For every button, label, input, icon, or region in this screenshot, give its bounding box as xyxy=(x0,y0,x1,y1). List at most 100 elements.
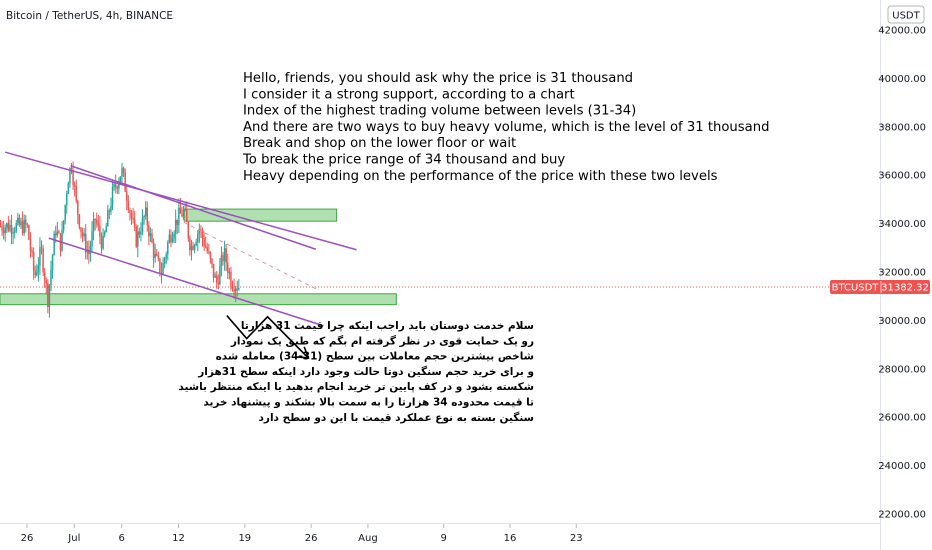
english-note-line: And there are two ways to buy heavy volu… xyxy=(243,120,769,135)
price-tick-label: 40000.00 xyxy=(878,74,926,85)
candle-body xyxy=(48,284,51,307)
candle-body xyxy=(92,219,95,232)
price-tick-label: 34000.00 xyxy=(878,219,926,230)
candle-body xyxy=(228,271,231,273)
candle-body xyxy=(144,207,147,217)
candle-body xyxy=(201,230,204,239)
candle-body xyxy=(167,242,169,255)
persian-note: سلام خدمت دوستان باید راجب اینکه چرا قیم… xyxy=(178,320,534,424)
lower-line[interactable] xyxy=(48,237,324,327)
candle-body xyxy=(2,230,5,234)
candle-body xyxy=(122,167,125,173)
candle-body xyxy=(204,246,207,248)
candle-body xyxy=(64,205,66,221)
candle-body xyxy=(89,246,92,255)
candle-body xyxy=(111,186,114,206)
candle-body xyxy=(130,212,133,219)
candle-body xyxy=(208,251,210,253)
candle-body xyxy=(116,187,119,189)
candle-body xyxy=(69,168,71,184)
time-axis[interactable]: 26 Jul 6 12 19 26 Aug 9 16 23 xyxy=(21,524,583,544)
candle-body xyxy=(185,209,188,223)
candle-body xyxy=(121,167,123,177)
candle-body xyxy=(75,186,77,201)
candle-body xyxy=(15,223,18,232)
candle-body xyxy=(171,238,174,243)
candle-body xyxy=(231,286,234,290)
candle-body xyxy=(51,255,54,271)
candle-body xyxy=(94,219,96,220)
candle-body xyxy=(7,223,10,231)
time-tick-label: Aug xyxy=(358,533,378,544)
candle-body xyxy=(223,248,226,262)
projection-path[interactable] xyxy=(226,315,309,359)
candle-body xyxy=(178,207,180,225)
candle-body xyxy=(162,263,164,275)
candle-body xyxy=(159,258,161,273)
upper-line-short[interactable] xyxy=(70,165,317,250)
candle-body xyxy=(99,225,101,237)
persian-note-line: رو یک حمایت قوی در نظر گرفته ام بگم که ط… xyxy=(230,334,534,347)
candles-layer xyxy=(0,161,240,318)
candle-body xyxy=(62,220,65,231)
candle-body xyxy=(146,207,149,226)
candle-body xyxy=(126,191,128,201)
candle-body xyxy=(118,181,120,189)
candle-body xyxy=(179,207,182,214)
price-tick-label: 36000.00 xyxy=(878,171,926,182)
time-tick-label: 19 xyxy=(238,533,251,544)
candle-body xyxy=(34,270,36,276)
time-tick-label: 12 xyxy=(172,533,185,544)
price-axis[interactable]: 42000.00 40000.00 38000.00 36000.00 34000.00… xyxy=(878,26,926,521)
candle-body xyxy=(234,288,237,292)
persian-note-line: سلام خدمت دوستان باید راجب اینکه چرا قیم… xyxy=(241,320,534,332)
resistance-zone[interactable] xyxy=(183,208,338,222)
candle-body xyxy=(100,236,103,249)
candle-body xyxy=(4,227,6,234)
projection-arrowhead xyxy=(297,346,310,359)
time-tick-label: Jul xyxy=(67,533,80,544)
candle-body xyxy=(198,229,201,234)
price-tick-label: 24000.00 xyxy=(878,461,926,472)
candle-body xyxy=(84,233,87,253)
time-tick-label: 16 xyxy=(504,533,517,544)
candle-body xyxy=(86,250,89,253)
candle-body xyxy=(54,233,57,236)
candle-body xyxy=(236,288,238,290)
candle-body xyxy=(176,219,179,225)
candle-body xyxy=(140,232,142,235)
candle-body xyxy=(187,222,190,239)
candle-body xyxy=(81,231,84,237)
upper-line-long[interactable] xyxy=(5,151,357,251)
candle-body xyxy=(227,262,229,273)
candle-body xyxy=(67,183,70,194)
candle-body xyxy=(200,229,202,231)
candle-body xyxy=(173,233,175,239)
candle-body xyxy=(230,271,232,287)
candle-body xyxy=(107,210,109,227)
candle-body xyxy=(135,226,137,247)
dashed-midline[interactable] xyxy=(176,218,318,291)
candle-body xyxy=(45,280,48,284)
candle-body xyxy=(211,258,213,264)
candle-body xyxy=(80,227,82,232)
candle-body xyxy=(222,255,224,262)
candle-body xyxy=(168,234,171,243)
candle-body xyxy=(53,233,55,256)
candle-body xyxy=(91,231,93,247)
candle-body xyxy=(157,255,160,259)
persian-note-line: شاخص بیشترین حجم معاملات بین سطح (31-34)… xyxy=(216,351,534,363)
candle-body xyxy=(36,272,38,276)
candle-body xyxy=(203,238,205,247)
candle-body xyxy=(58,231,60,234)
price-tick-label: 30000.00 xyxy=(878,316,926,327)
candle-body xyxy=(108,210,111,212)
support-zone[interactable] xyxy=(0,293,397,306)
currency-box[interactable] xyxy=(887,5,925,24)
candle-body xyxy=(47,283,49,307)
persian-note-line: تا قیمت محدوده 34 هزارتا را به سمت بالا … xyxy=(203,397,534,409)
candle-body xyxy=(193,245,196,250)
candle-body xyxy=(143,216,145,217)
candle-body xyxy=(73,185,76,187)
